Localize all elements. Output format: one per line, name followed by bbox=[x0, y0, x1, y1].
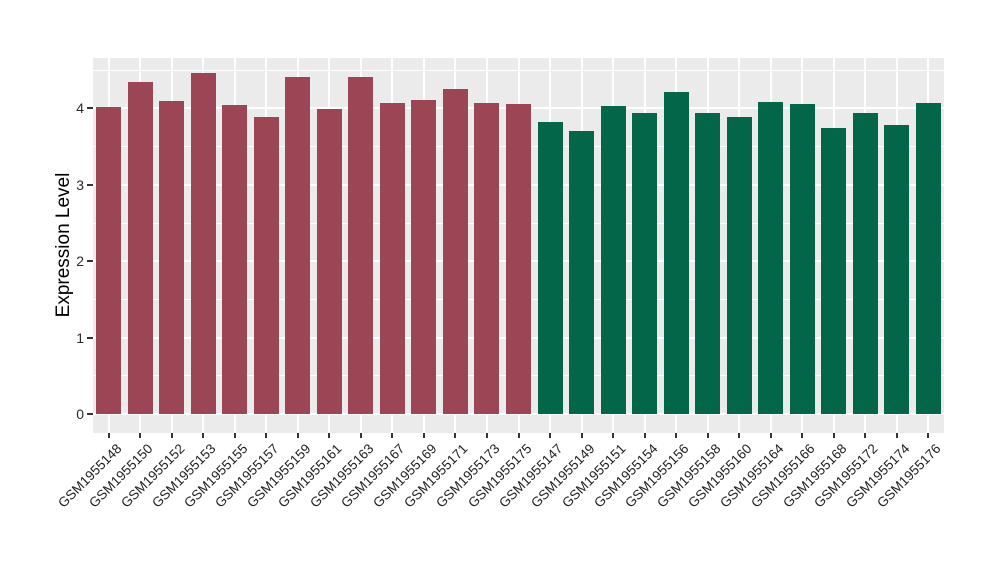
x-tick-mark bbox=[832, 433, 835, 438]
y-tick-mark bbox=[87, 336, 93, 339]
x-tick-mark bbox=[864, 433, 867, 438]
bar bbox=[506, 103, 531, 414]
x-tick-mark bbox=[233, 433, 236, 438]
bar bbox=[190, 73, 216, 414]
y-tick-label: 0 bbox=[76, 406, 84, 422]
x-tick-mark bbox=[170, 433, 173, 438]
x-tick-mark bbox=[738, 433, 741, 438]
x-tick-mark bbox=[265, 433, 268, 438]
bar bbox=[442, 89, 468, 414]
x-tick-mark bbox=[139, 433, 142, 438]
y-tick-label: 3 bbox=[76, 176, 84, 193]
x-tick-mark bbox=[895, 433, 898, 438]
y-tick-mark bbox=[87, 183, 93, 186]
bar bbox=[852, 112, 878, 414]
x-tick-mark bbox=[454, 433, 457, 438]
bar bbox=[96, 106, 122, 414]
bar bbox=[474, 103, 500, 414]
x-tick-mark bbox=[485, 433, 488, 438]
x-tick-mark bbox=[202, 433, 205, 438]
x-tick-mark bbox=[769, 433, 772, 438]
bar bbox=[316, 109, 342, 414]
bar bbox=[127, 81, 153, 414]
bar bbox=[663, 92, 689, 414]
x-tick-mark bbox=[927, 433, 930, 438]
bar bbox=[884, 125, 910, 414]
bar bbox=[537, 122, 563, 414]
y-tick-mark bbox=[87, 260, 93, 263]
y-tick-label: 1 bbox=[76, 329, 84, 346]
bar bbox=[758, 101, 784, 414]
x-tick-mark bbox=[517, 433, 520, 438]
bar bbox=[348, 77, 374, 414]
y-tick-label: 4 bbox=[76, 100, 84, 117]
y-tick-label: 2 bbox=[76, 253, 84, 270]
x-tick-mark bbox=[612, 433, 615, 438]
bar bbox=[285, 77, 311, 414]
bar bbox=[695, 112, 721, 414]
x-tick-mark bbox=[643, 433, 646, 438]
bar bbox=[253, 116, 279, 414]
x-tick-mark bbox=[580, 433, 583, 438]
bar bbox=[411, 99, 437, 414]
bar bbox=[632, 112, 658, 414]
x-tick-mark bbox=[675, 433, 678, 438]
x-tick-mark bbox=[706, 433, 709, 438]
x-tick-mark bbox=[328, 433, 331, 438]
x-tick-mark bbox=[391, 433, 394, 438]
bar bbox=[915, 103, 941, 414]
y-tick-mark bbox=[87, 413, 93, 415]
x-tick-mark bbox=[422, 433, 425, 438]
bar bbox=[379, 103, 405, 414]
bar bbox=[789, 103, 815, 414]
bar bbox=[600, 106, 626, 414]
plot-panel bbox=[93, 58, 944, 433]
x-tick-mark bbox=[107, 433, 110, 438]
x-tick-mark bbox=[296, 433, 299, 438]
bar bbox=[222, 105, 248, 414]
bar bbox=[821, 128, 847, 414]
bar bbox=[159, 100, 185, 414]
y-tick-mark bbox=[87, 107, 93, 110]
x-tick-mark bbox=[549, 433, 552, 438]
bar bbox=[726, 116, 752, 414]
x-tick-mark bbox=[801, 433, 804, 438]
y-axis-title: Expression Level bbox=[53, 172, 74, 318]
x-tick-mark bbox=[359, 433, 362, 438]
bar bbox=[569, 130, 595, 414]
